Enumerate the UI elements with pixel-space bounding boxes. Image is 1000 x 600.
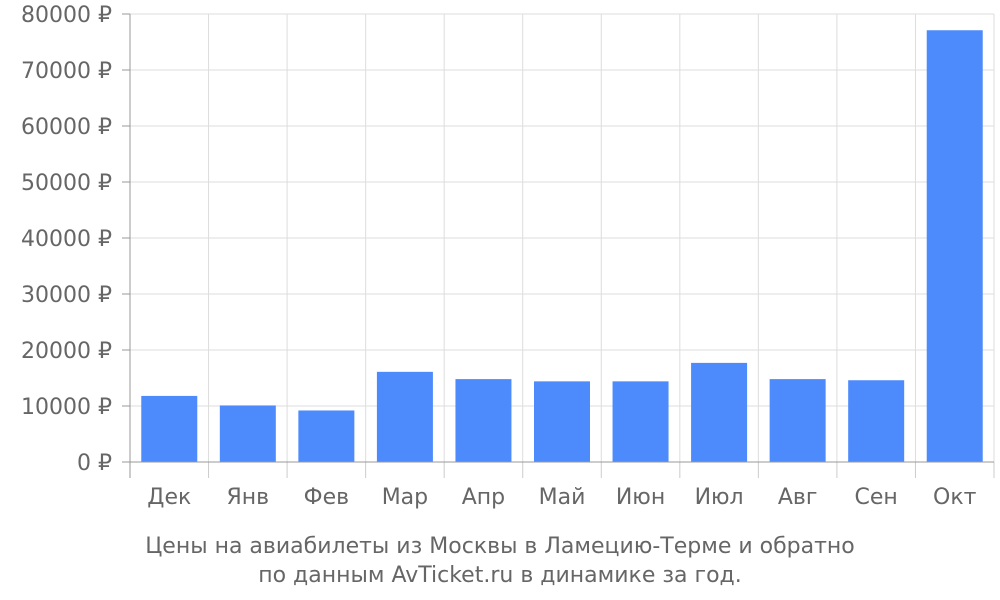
bar[interactable] [455, 379, 512, 462]
x-tick-label: Янв [226, 485, 269, 510]
y-tick-label: 30000 ₽ [21, 283, 112, 308]
x-tick-labels: Дек Янв Фев Мар Апр Май Июн Июл Авг Сен Окт [147, 485, 976, 510]
grid [130, 13, 995, 462]
y-tick-label: 40000 ₽ [21, 227, 112, 252]
bar[interactable] [926, 30, 983, 463]
price-bar-chart: 0 ₽ 10000 ₽ 20000 ₽ 30000 ₽ 40000 ₽ 50000 ₽ 60… [21, 3, 995, 510]
y-tick-label: 10000 ₽ [21, 395, 112, 420]
y-tick-label: 60000 ₽ [21, 115, 112, 140]
y-tick-labels: 0 ₽ 10000 ₽ 20000 ₽ 30000 ₽ 40000 ₽ 50000 ₽ 60… [21, 3, 112, 476]
x-tick-label: Мар [382, 485, 428, 510]
y-tick-label: 70000 ₽ [21, 59, 112, 84]
chart-caption-line-2: по данным AvTicket.ru в динамике за год. [258, 563, 742, 588]
bar[interactable] [848, 380, 905, 462]
x-tick-label: Апр [462, 485, 505, 510]
bar[interactable] [691, 362, 748, 462]
x-tick-label: Фев [304, 485, 349, 510]
bars [141, 30, 983, 463]
bar[interactable] [769, 379, 826, 462]
x-tick-label: Авг [778, 485, 818, 510]
bar[interactable] [612, 381, 669, 462]
axes [122, 13, 995, 478]
x-tick-label: Дек [147, 485, 191, 510]
y-tick-label: 20000 ₽ [21, 339, 112, 364]
bar[interactable] [376, 371, 433, 462]
bar[interactable] [141, 395, 198, 462]
bar[interactable] [219, 405, 276, 462]
y-tick-label: 50000 ₽ [21, 171, 112, 196]
x-tick-label: Июл [695, 485, 744, 510]
x-tick-label: Сен [855, 485, 898, 510]
x-tick-label: Май [539, 485, 586, 510]
x-tick-label: Окт [933, 485, 977, 510]
y-tick-label: 80000 ₽ [21, 3, 112, 28]
chart-caption-line-1: Цены на авиабилеты из Москвы в Ламецию-Т… [145, 534, 855, 559]
x-tick-label: Июн [616, 485, 665, 510]
bar[interactable] [534, 381, 590, 462]
y-tick-label: 0 ₽ [77, 451, 112, 476]
bar[interactable] [298, 410, 355, 462]
